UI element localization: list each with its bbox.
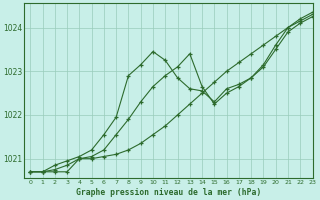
X-axis label: Graphe pression niveau de la mer (hPa): Graphe pression niveau de la mer (hPa) <box>76 188 261 197</box>
